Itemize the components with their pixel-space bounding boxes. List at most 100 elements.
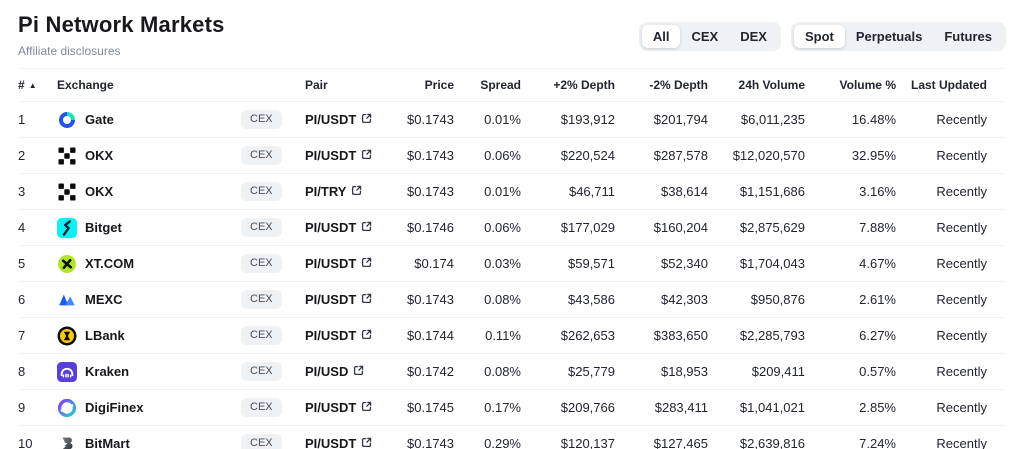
volume-24h-cell: $950,876 <box>708 281 805 318</box>
table-row[interactable]: 7 LBank CEX PI/USDT $0.1744 0.11% $262,6… <box>18 317 1006 354</box>
pair-label: PI/USDT <box>305 256 357 271</box>
column-header-volume-%[interactable]: Volume % <box>805 68 896 102</box>
exchange-name: MEXC <box>85 292 123 307</box>
rank-cell: 4 <box>18 209 57 246</box>
exchange-link[interactable]: LBank <box>57 326 241 346</box>
table-row[interactable]: 5 XT.COM CEX PI/USDT $0.174 0.03% $59,57… <box>18 245 1006 282</box>
rank-cell: 3 <box>18 173 57 210</box>
column-header-24h-volume[interactable]: 24h Volume <box>708 68 805 102</box>
pair-link[interactable]: PI/USDT <box>305 436 373 449</box>
column-header-last-updated[interactable]: Last Updated <box>896 68 1006 102</box>
pair-link[interactable]: PI/USDT <box>305 256 373 271</box>
filter-option-perpetuals[interactable]: Perpetuals <box>855 29 923 44</box>
exchange-link[interactable]: Kraken <box>57 361 241 382</box>
column-header--2%-depth[interactable]: -2% Depth <box>615 68 708 102</box>
filter-option-all[interactable]: All <box>641 25 681 48</box>
affiliate-disclosures-link[interactable]: Affiliate disclosures <box>18 44 121 58</box>
depth-plus-cell: $25,779 <box>521 353 615 390</box>
pair-link[interactable]: PI/USDT <box>305 400 373 415</box>
volume-pct-cell: 4.67% <box>805 245 896 282</box>
column-header-pair[interactable]: Pair <box>305 68 391 102</box>
xt-logo <box>57 254 77 274</box>
price-cell: $0.1743 <box>391 173 454 210</box>
spread-cell: 0.29% <box>454 425 521 449</box>
column-header--[interactable]: # ▲ <box>18 68 57 102</box>
external-link-icon <box>362 257 372 268</box>
exchange-link[interactable]: Gate <box>57 110 241 130</box>
depth-plus-cell: $262,653 <box>521 317 615 354</box>
exchange-link[interactable]: DigiFinex <box>57 398 241 418</box>
pair-label: PI/USDT <box>305 220 357 235</box>
filter-option-cex[interactable]: CEX <box>691 29 719 44</box>
bitget-logo <box>57 217 77 238</box>
pair-link[interactable]: PI/TRY <box>305 184 363 199</box>
exchange-type-badge: CEX <box>241 362 282 381</box>
depth-plus-cell: $46,711 <box>521 173 615 210</box>
volume-pct-cell: 3.16% <box>805 173 896 210</box>
table-row[interactable]: 9 DigiFinex CEX PI/USDT $0.1745 0.17% $2… <box>18 389 1006 426</box>
last-updated-cell: Recently <box>896 281 1006 318</box>
table-row[interactable]: 8 Kraken CEX PI/USD $0.1742 0.08% $25,77… <box>18 353 1006 390</box>
exchange-link[interactable]: OKX <box>57 146 241 166</box>
exchange-name: XT.COM <box>85 256 135 271</box>
pair-label: PI/USDT <box>305 292 357 307</box>
exchange-type-badge: CEX <box>241 398 282 417</box>
last-updated-cell: Recently <box>896 101 1006 138</box>
column-header-spread[interactable]: Spread <box>454 68 521 102</box>
column-header-exchange[interactable]: Exchange <box>57 68 241 102</box>
table-row[interactable]: 10 BitMart CEX PI/USDT $0.1743 0.29% $12… <box>18 425 1006 449</box>
rank-cell: 9 <box>18 389 57 426</box>
exchange-link[interactable]: XT.COM <box>57 254 241 274</box>
pair-label: PI/USDT <box>305 112 357 127</box>
exchange-type-badge: CEX <box>241 182 282 201</box>
price-cell: $0.1743 <box>391 281 454 318</box>
depth-plus-cell: $209,766 <box>521 389 615 426</box>
volume-24h-cell: $1,041,021 <box>708 389 805 426</box>
pair-link[interactable]: PI/USDT <box>305 112 373 127</box>
depth-plus-cell: $59,571 <box>521 245 615 282</box>
table-row[interactable]: 2 OKX CEX PI/USDT $0.1743 0.06% $220,524… <box>18 137 1006 174</box>
pair-link[interactable]: PI/USDT <box>305 148 373 163</box>
depth-minus-cell: $18,953 <box>615 353 708 390</box>
volume-24h-cell: $2,875,629 <box>708 209 805 246</box>
table-header-row: # ▲ Exchange Pair Price Spread +2% Depth -2% De… <box>18 68 1006 102</box>
filter-option-futures[interactable]: Futures <box>944 29 992 44</box>
table-row[interactable]: 3 OKX CEX PI/TRY $0.1743 0.01% $46,711 $… <box>18 173 1006 210</box>
table-row[interactable]: 4 Bitget CEX PI/USDT $0.1746 0.06% $177,… <box>18 209 1006 246</box>
depth-minus-cell: $383,650 <box>615 317 708 354</box>
pair-link[interactable]: PI/USDT <box>305 292 373 307</box>
external-link-icon <box>362 329 372 340</box>
kraken-logo <box>57 361 77 382</box>
filter-option-dex[interactable]: DEX <box>740 29 767 44</box>
column-header-+2%-depth[interactable]: +2% Depth <box>521 68 615 102</box>
exchange-name: LBank <box>85 328 125 343</box>
volume-pct-cell: 0.57% <box>805 353 896 390</box>
external-link-icon <box>362 293 372 304</box>
exchange-type-badge: CEX <box>241 290 282 309</box>
pair-label: PI/USDT <box>305 436 357 449</box>
price-cell: $0.1743 <box>391 425 454 449</box>
exchange-link[interactable]: Bitget <box>57 217 241 238</box>
digifinex-logo <box>57 398 77 418</box>
depth-minus-cell: $160,204 <box>615 209 708 246</box>
filter-option-spot[interactable]: Spot <box>793 25 845 48</box>
column-header-price[interactable]: Price <box>391 68 454 102</box>
volume-pct-cell: 16.48% <box>805 101 896 138</box>
depth-plus-cell: $220,524 <box>521 137 615 174</box>
exchange-name: Kraken <box>85 364 130 379</box>
external-link-icon <box>352 185 362 196</box>
pair-link[interactable]: PI/USDT <box>305 220 373 235</box>
pair-link[interactable]: PI/USD <box>305 364 365 379</box>
pair-link[interactable]: PI/USDT <box>305 328 373 343</box>
pair-label: PI/USD <box>305 364 349 379</box>
price-cell: $0.1743 <box>391 137 454 174</box>
table-row[interactable]: 1 Gate CEX PI/USDT $0.1743 0.01% $193,91… <box>18 101 1006 138</box>
exchange-link[interactable]: BitMart <box>57 434 241 449</box>
volume-24h-cell: $12,020,570 <box>708 137 805 174</box>
table-row[interactable]: 6 MEXC CEX PI/USDT $0.1743 0.08% $43,586… <box>18 281 1006 318</box>
volume-pct-cell: 32.95% <box>805 137 896 174</box>
exchange-link[interactable]: MEXC <box>57 290 241 310</box>
exchange-link[interactable]: OKX <box>57 182 241 202</box>
volume-24h-cell: $209,411 <box>708 353 805 390</box>
